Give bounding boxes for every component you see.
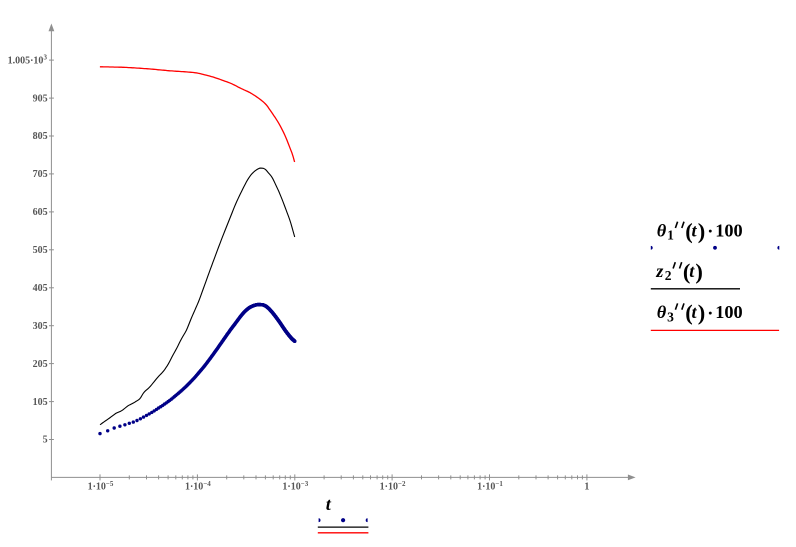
svg-text:105: 105 xyxy=(33,397,48,408)
svg-text:605: 605 xyxy=(33,207,48,218)
svg-text:5: 5 xyxy=(43,435,48,446)
svg-text:θ: θ xyxy=(657,220,667,240)
svg-text:θ: θ xyxy=(657,302,667,322)
svg-text:1·10−3: 1·10−3 xyxy=(282,480,308,492)
svg-text:): ) xyxy=(695,259,703,284)
svg-text:705: 705 xyxy=(33,169,48,180)
svg-text:t: t xyxy=(692,220,698,240)
svg-text:3: 3 xyxy=(44,54,48,62)
svg-text:): ) xyxy=(698,219,706,244)
svg-text:1·10−5: 1·10−5 xyxy=(88,480,114,492)
svg-text:305: 305 xyxy=(33,321,48,332)
svg-text:805: 805 xyxy=(33,131,48,142)
svg-text:): ) xyxy=(698,300,706,325)
svg-text:1·10−4: 1·10−4 xyxy=(185,480,211,492)
svg-text:100: 100 xyxy=(715,220,742,240)
svg-text:1: 1 xyxy=(667,228,674,243)
svg-text:(: ( xyxy=(685,219,693,244)
svg-text:·: · xyxy=(707,303,713,323)
svg-text:(: ( xyxy=(683,259,691,284)
svg-text:3: 3 xyxy=(667,309,674,324)
svg-text:z: z xyxy=(655,261,664,281)
svg-text:1·10−2: 1·10−2 xyxy=(380,480,406,492)
svg-text:205: 205 xyxy=(33,359,48,370)
svg-text:1: 1 xyxy=(584,482,589,493)
svg-text:405: 405 xyxy=(33,283,48,294)
svg-text:905: 905 xyxy=(33,93,48,104)
svg-text:1·10−1: 1·10−1 xyxy=(477,480,503,492)
svg-text:t: t xyxy=(689,261,695,281)
svg-text:(: ( xyxy=(685,300,693,325)
svg-text:t: t xyxy=(326,494,332,514)
svg-text:100: 100 xyxy=(715,302,742,322)
svg-text:t: t xyxy=(692,302,698,322)
svg-text:505: 505 xyxy=(33,245,48,256)
svg-text:1.005·10: 1.005·10 xyxy=(8,55,44,66)
svg-text:·: · xyxy=(707,221,713,241)
svg-text:2: 2 xyxy=(665,268,672,283)
